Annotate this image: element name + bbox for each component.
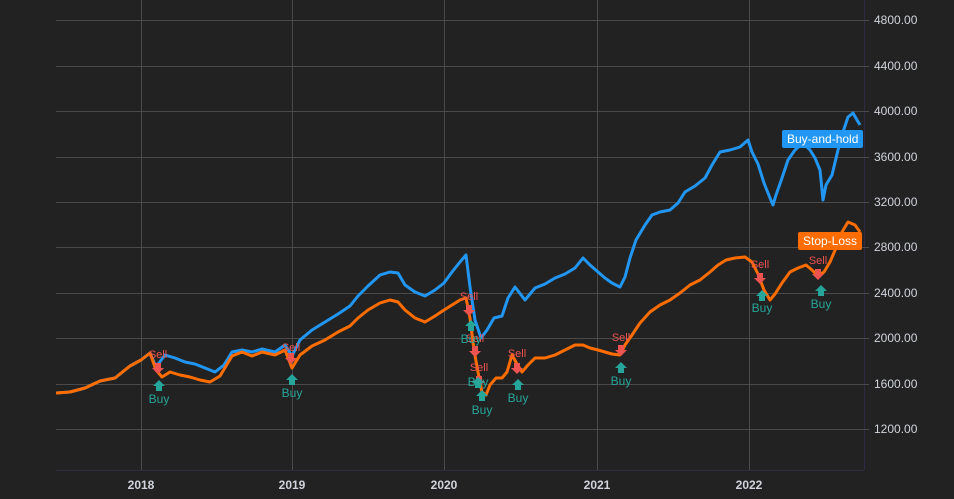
x-tick-label: 2021 (583, 478, 611, 492)
y-tick-label: 2000.00 (874, 331, 918, 345)
sell-marker-label: Sell (459, 291, 479, 303)
sell-arrows (152, 269, 824, 387)
sell-marker-label: Sell (469, 362, 489, 374)
series-label-stop-loss: Stop-Loss (798, 232, 863, 250)
buy-arrows (153, 285, 827, 401)
buy-marker-label: Buy (751, 301, 773, 315)
sell-marker-label: Sell (611, 332, 631, 344)
y-tick-label: 1600.00 (874, 377, 918, 391)
x-tick-label: 2022 (735, 478, 763, 492)
sell-marker-label: Sell (808, 255, 828, 267)
buy-marker-label: Buy (810, 297, 832, 311)
sell-marker-label: Sell (507, 348, 527, 360)
grid-vertical (141, 0, 750, 470)
y-tick-label: 2800.00 (874, 240, 918, 254)
y-tick-label: 2400.00 (874, 286, 918, 300)
y-tick-label: 1200.00 (874, 422, 918, 436)
sell-marker-label: Sell (465, 333, 485, 345)
y-tick-label: 4000.00 (874, 104, 918, 118)
sell-marker-label: Sell (281, 342, 301, 354)
y-tick-label: 4400.00 (874, 59, 918, 73)
buy-marker-label: Buy (610, 374, 632, 388)
buy-marker-label: Buy (467, 375, 489, 389)
sell-marker-label: Sell (148, 349, 168, 361)
sell-marker-label: Sell (750, 259, 770, 271)
y-tick-label: 3200.00 (874, 195, 918, 209)
series-label-buy-and-hold: Buy-and-hold (782, 130, 864, 148)
y-tick-label: 4800.00 (874, 13, 918, 27)
y-tick-label: 3600.00 (874, 150, 918, 164)
buy-marker-label: Buy (460, 332, 482, 346)
buy-marker-label: Buy (507, 391, 529, 405)
grid-horizontal (56, 20, 864, 430)
buy-marker-label: Buy (148, 392, 170, 406)
x-tick-label: 2020 (430, 478, 458, 492)
buy-marker-label: Buy (281, 386, 303, 400)
x-tick-label: 2018 (127, 478, 155, 492)
series-buy-and-hold (55, 111, 862, 395)
buy-marker-label: Buy (471, 403, 493, 417)
x-tick-label: 2019 (278, 478, 306, 492)
